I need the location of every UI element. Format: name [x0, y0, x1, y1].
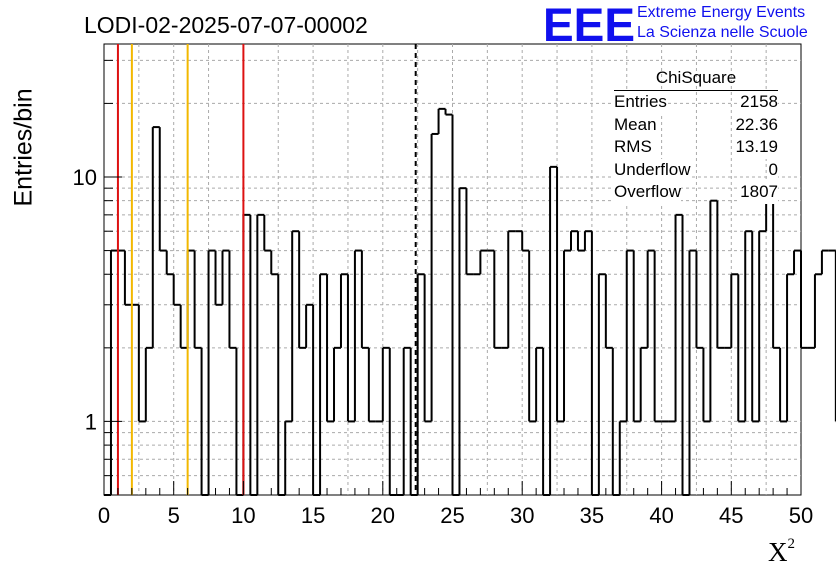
axis-ticks [103, 59, 802, 495]
x-tick-label: 20 [371, 503, 395, 528]
x-axis-label: X2 [768, 536, 795, 568]
y-axis-label-box: Entries/bin [4, 88, 40, 206]
x-tick-label: 30 [510, 503, 534, 528]
x-tick-label: 40 [649, 503, 673, 528]
stats-label: Overflow [614, 181, 682, 204]
stats-box: ChiSquare Entries 2158 Mean 22.36 RMS 13.19… [614, 68, 778, 204]
stats-row-mean: Mean 22.36 [614, 113, 778, 136]
x-tick-label: 50 [789, 503, 813, 528]
x-tick-label: 0 [98, 503, 110, 528]
brand-line-1: Extreme Energy Events [637, 4, 806, 21]
stats-value: 13.19 [735, 136, 778, 159]
x-axis-label-base: X [768, 537, 788, 567]
x-tick-labels: 0 5 10 15 20 25 30 35 40 45 50 [98, 503, 813, 528]
brand-line-2: La Scienza nelle Scuole [637, 24, 808, 41]
vertical-lines [116, 44, 417, 495]
stats-value: 1807 [740, 181, 778, 204]
y-tick-labels: 1 10 [73, 165, 97, 434]
y-axis-label: Entries/bin [9, 88, 38, 207]
chart-title: LODI-02-2025-07-07-00002 [84, 12, 368, 38]
histogram-bars [104, 107, 836, 496]
x-tick-label: 5 [168, 503, 180, 528]
stats-row-underflow: Underflow 0 [614, 158, 778, 181]
stats-label: Entries [614, 91, 667, 114]
x-tick-label: 10 [231, 503, 255, 528]
y-tick-label: 1 [85, 409, 97, 434]
logo-text: EEE [543, 3, 635, 45]
stats-title: ChiSquare [614, 68, 778, 91]
stats-value: 22.36 [735, 113, 778, 136]
y-tick-label: 10 [73, 165, 97, 190]
stats-value: 2158 [740, 91, 778, 114]
stats-value: 0 [768, 158, 778, 181]
x-tick-label: 15 [301, 503, 325, 528]
stats-row-entries: Entries 2158 [614, 91, 778, 114]
x-axis-label-sup: 2 [787, 536, 796, 552]
stats-label: Mean [614, 113, 657, 136]
stats-row-rms: RMS 13.19 [614, 136, 778, 159]
eee-logo: EEE [543, 3, 635, 45]
x-tick-label: 25 [440, 503, 464, 528]
x-tick-label: 35 [580, 503, 604, 528]
stats-label: RMS [614, 136, 652, 159]
stats-row-overflow: Overflow 1807 [614, 181, 778, 204]
x-tick-label: 45 [719, 503, 743, 528]
stats-label: Underflow [614, 158, 691, 181]
